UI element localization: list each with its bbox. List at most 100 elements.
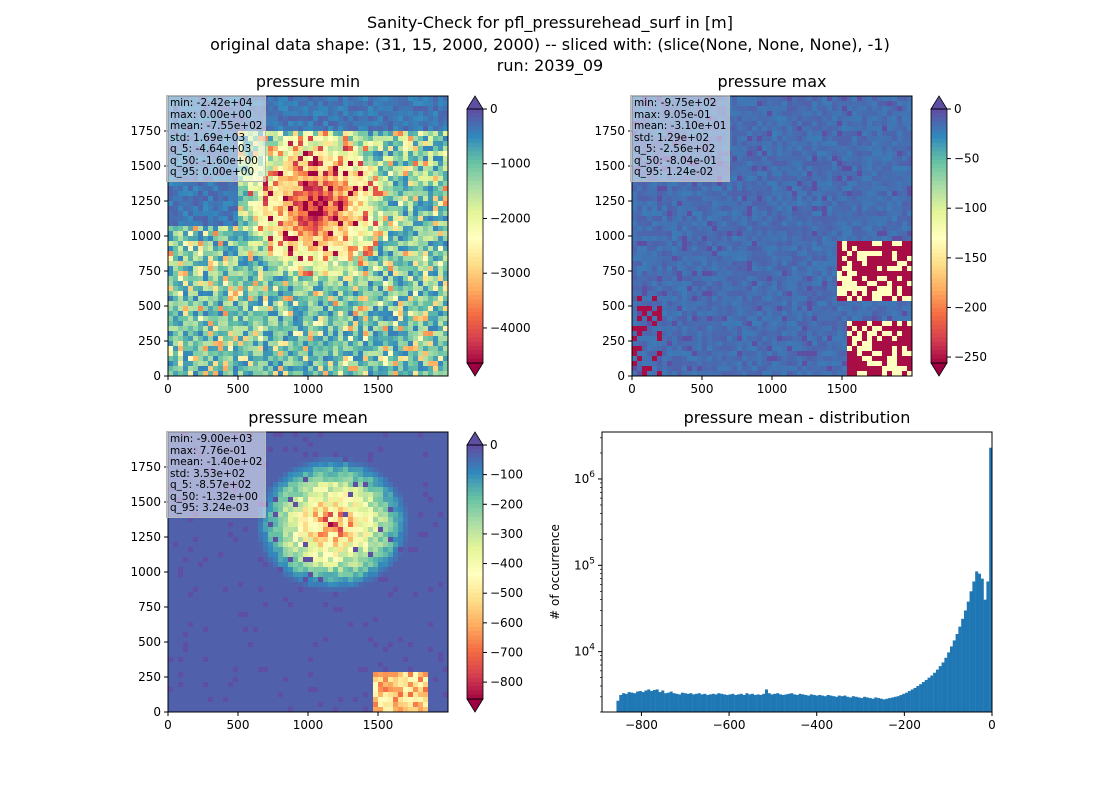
heatmap-cell bbox=[323, 286, 329, 292]
heatmap-cell bbox=[767, 226, 773, 232]
heatmap-cell bbox=[208, 356, 214, 362]
heatmap-cell bbox=[403, 176, 409, 182]
heatmap-cell bbox=[358, 241, 364, 247]
heatmap-cell bbox=[298, 156, 304, 162]
heatmap-cell bbox=[867, 166, 873, 172]
heatmap-cell bbox=[323, 181, 329, 187]
heatmap-cell bbox=[258, 231, 264, 237]
heatmap-cell bbox=[198, 241, 204, 247]
heatmap-cell bbox=[343, 121, 349, 127]
heatmap-cell bbox=[303, 226, 309, 232]
heatmap-cell bbox=[907, 111, 913, 117]
heatmap-cell bbox=[892, 146, 898, 152]
heatmap-cell bbox=[443, 371, 449, 377]
heatmap-cell bbox=[842, 151, 848, 157]
heatmap-cell bbox=[852, 111, 858, 117]
heatmap-cell bbox=[692, 221, 698, 227]
heatmap-cell bbox=[418, 101, 424, 107]
heatmap-cell bbox=[233, 236, 239, 242]
heatmap-cell bbox=[373, 221, 379, 227]
heatmap-cell bbox=[902, 216, 908, 222]
heatmap-cell bbox=[383, 276, 389, 282]
heatmap-cell bbox=[737, 121, 743, 127]
heatmap-cell bbox=[837, 126, 843, 132]
heatmap-cell bbox=[867, 201, 873, 207]
colorbar-segment bbox=[467, 252, 483, 258]
heatmap-cell bbox=[353, 331, 359, 337]
heatmap-cell bbox=[418, 206, 424, 212]
heatmap-cell bbox=[822, 146, 828, 152]
heatmap-cell bbox=[168, 311, 174, 317]
heatmap-cell bbox=[428, 226, 434, 232]
heatmap-cell bbox=[393, 176, 399, 182]
heatmap-cell bbox=[388, 146, 394, 152]
heatmap-cell bbox=[348, 316, 354, 322]
heatmap-cell bbox=[243, 346, 249, 352]
heatmap-cell bbox=[208, 306, 214, 312]
heatmap-cell bbox=[183, 211, 189, 217]
heatmap-cell bbox=[408, 121, 414, 127]
heatmap-cell bbox=[797, 176, 803, 182]
heatmap-cell bbox=[323, 146, 329, 152]
heatmap-cell bbox=[343, 366, 349, 372]
heatmap-cell bbox=[318, 181, 324, 187]
heatmap-cell bbox=[248, 296, 254, 302]
heatmap-cell bbox=[837, 196, 843, 202]
heatmap-cell bbox=[882, 156, 888, 162]
heatmap-cell bbox=[188, 331, 194, 337]
heatmap-cell bbox=[338, 176, 344, 182]
heatmap-cell bbox=[707, 241, 713, 247]
heatmap-cell bbox=[428, 231, 434, 237]
heatmap-cell bbox=[243, 286, 249, 292]
heatmap-cell bbox=[358, 166, 364, 172]
heatmap-cell bbox=[358, 281, 364, 287]
heatmap-cell bbox=[877, 236, 883, 242]
heatmap-cell bbox=[797, 181, 803, 187]
heatmap-cell bbox=[268, 156, 274, 162]
heatmap-cell bbox=[383, 286, 389, 292]
heatmap-cell bbox=[892, 231, 898, 237]
heatmap-cell bbox=[188, 191, 194, 197]
heatmap-cell bbox=[258, 366, 264, 372]
heatmap-cell bbox=[338, 361, 344, 367]
heatmap-cell bbox=[383, 266, 389, 272]
heatmap-cell bbox=[378, 226, 384, 232]
heatmap-cell bbox=[742, 206, 748, 212]
heatmap-cell bbox=[762, 161, 768, 167]
heatmap-cell bbox=[313, 256, 319, 262]
heatmap-cell bbox=[378, 116, 384, 122]
heatmap-cell bbox=[737, 106, 743, 112]
heatmap-cell bbox=[832, 131, 838, 137]
heatmap-cell bbox=[767, 181, 773, 187]
heatmap-cell bbox=[223, 371, 229, 377]
heatmap-cell bbox=[652, 211, 658, 217]
heatmap-cell bbox=[403, 241, 409, 247]
heatmap-cell bbox=[418, 251, 424, 257]
heatmap-cell bbox=[283, 291, 289, 297]
heatmap-cell bbox=[722, 181, 728, 187]
heatmap-cell bbox=[802, 111, 808, 117]
heatmap-cell bbox=[722, 246, 728, 252]
heatmap-cell bbox=[807, 116, 813, 122]
heatmap-cell bbox=[358, 106, 364, 112]
heatmap-cell bbox=[288, 246, 294, 252]
heatmap-cell bbox=[403, 101, 409, 107]
heatmap-cell bbox=[218, 286, 224, 292]
heatmap-cell bbox=[223, 336, 229, 342]
colorbar-segment bbox=[467, 168, 483, 173]
heatmap-cell bbox=[313, 316, 319, 322]
heatmap-cell bbox=[248, 331, 254, 337]
heatmap-cell bbox=[308, 286, 314, 292]
heatmap-cell bbox=[877, 161, 883, 167]
heatmap-cell bbox=[403, 281, 409, 287]
heatmap-cell bbox=[258, 311, 264, 317]
heatmap-cell bbox=[782, 206, 788, 212]
heatmap-cell bbox=[253, 341, 259, 347]
colorbar-segment bbox=[467, 257, 483, 262]
heatmap-cell bbox=[223, 256, 229, 262]
heatmap-cell bbox=[807, 151, 813, 157]
heatmap-cell bbox=[333, 226, 339, 232]
heatmap-cell bbox=[318, 256, 324, 262]
heatmap-cell bbox=[303, 246, 309, 252]
heatmap-cell bbox=[413, 256, 419, 262]
